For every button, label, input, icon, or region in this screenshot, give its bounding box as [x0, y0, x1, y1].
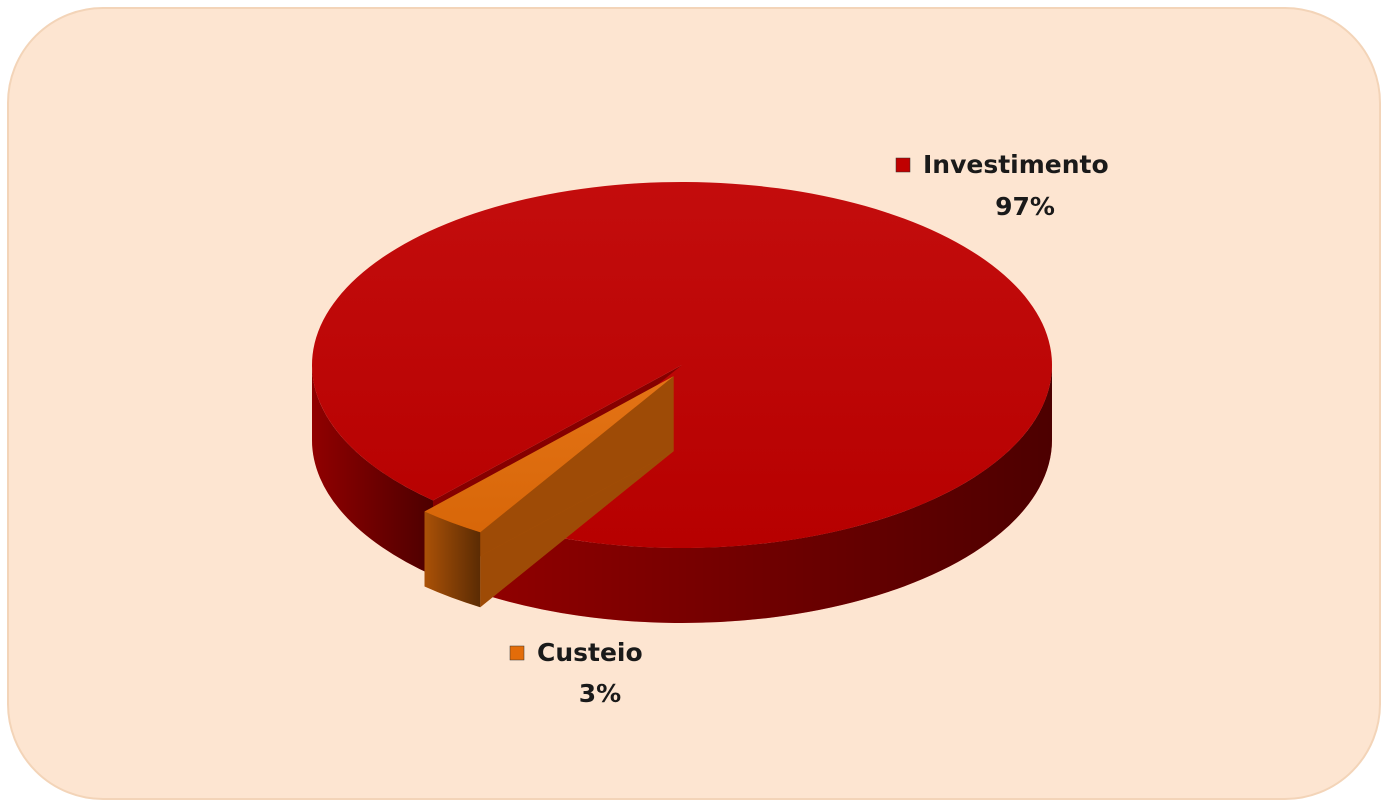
legend-marker — [895, 157, 911, 173]
slice-side-shade — [312, 365, 433, 576]
slice-top-shade — [424, 376, 674, 533]
slice-value-label: 3% — [579, 679, 621, 708]
slice-cut-face — [424, 376, 674, 587]
slice-label: Investimento — [923, 150, 1109, 179]
slice-side-shade — [424, 511, 481, 608]
slice-side-shade — [488, 365, 1052, 623]
slice-value-label: 97% — [995, 192, 1055, 221]
slice-label: Custeio — [537, 638, 643, 667]
legend-marker — [509, 645, 525, 661]
slice-top-shade — [312, 181, 1053, 548]
slice-cut-shade — [424, 376, 674, 587]
